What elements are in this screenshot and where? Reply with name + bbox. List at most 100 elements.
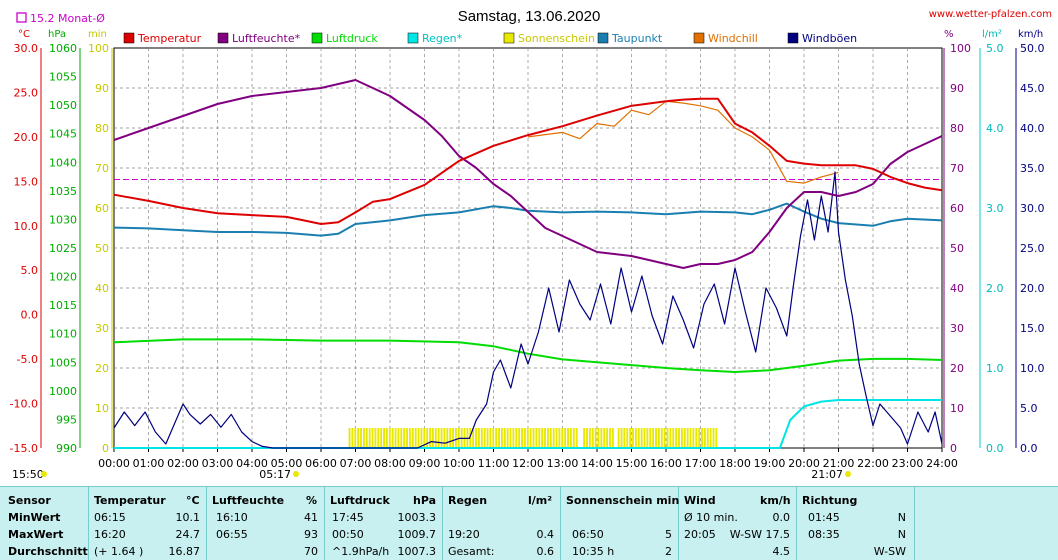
site-link[interactable]: www.wetter-pfalzen.com <box>929 9 1052 20</box>
hum-tick: 70 <box>950 162 964 175</box>
stats-cell-label: Durchschnitt <box>8 545 88 558</box>
stats-cell-sun-val: 5 <box>665 528 672 541</box>
stats-cell-press-time: ^1.9hPa/h <box>332 545 390 558</box>
sunshine-bar <box>669 428 672 448</box>
sunshine-bar <box>380 428 383 448</box>
press-tick: 1060 <box>49 42 77 55</box>
chart-title: Samstag, 13.06.2020 <box>458 8 601 25</box>
series-layer <box>113 79 943 449</box>
sunshine-bar <box>561 428 564 448</box>
stats-cell-wind-val: 4.5 <box>772 545 791 558</box>
sunshine-bar <box>549 428 552 448</box>
grid <box>114 48 942 448</box>
sunshine-bar <box>452 428 454 448</box>
stats-cell-temp-val: 10.1 <box>175 511 201 524</box>
sunshine-bar <box>498 428 500 448</box>
sunshine-bar <box>426 428 429 448</box>
x-tick-label: 20:00 <box>788 457 820 470</box>
x-tick-label: 07:00 <box>340 457 372 470</box>
x-tick-label: 02:00 <box>167 457 199 470</box>
sunshine-bar <box>411 428 414 448</box>
legend-label: Taupunkt <box>611 32 663 45</box>
sunshine-bar <box>506 428 509 448</box>
x-tick-label: 10:00 <box>443 457 475 470</box>
sunshine-bar <box>663 428 666 448</box>
sunshine-bar <box>546 428 549 448</box>
sunshine-bar <box>431 428 434 448</box>
temp-tick: 15.0 <box>14 175 39 188</box>
sunshine-bar <box>351 428 354 448</box>
stats-cell-hum-val: 41 <box>304 511 318 524</box>
stats-cell-label: MinWert <box>8 511 61 524</box>
stats-cell-wind-val: 0.0 <box>772 511 791 524</box>
stats-divider <box>324 487 325 560</box>
legend-swatch <box>311 32 323 44</box>
stats-cell-hum-val: 93 <box>304 528 318 541</box>
press-tick: 1035 <box>49 185 77 198</box>
temp-tick: 10.0 <box>14 220 39 233</box>
hum-tick: 40 <box>950 282 964 295</box>
sunshine-bar <box>469 428 472 448</box>
stats-divider <box>206 487 207 560</box>
sunshine-bar <box>394 428 397 448</box>
sunshine-bar <box>532 428 535 448</box>
legend-swatch <box>787 32 799 44</box>
series-line-taupunkt <box>113 202 943 237</box>
stats-cell-rain-val: 0.4 <box>536 528 555 541</box>
sunshine-bar <box>446 428 449 448</box>
unit-temp: °C <box>18 29 30 40</box>
series-line-luftfeuchte <box>113 79 943 269</box>
x-tick-label: 24:00 <box>926 457 958 470</box>
sunshine-bar <box>535 428 538 448</box>
x-tick-label: 04:00 <box>236 457 268 470</box>
unit-rain: l/m² <box>982 29 1002 40</box>
x-tick-label: 09:00 <box>409 457 441 470</box>
sunshine-bar <box>503 428 506 448</box>
sunshine-bar <box>509 428 512 448</box>
sunshine-bar <box>454 428 457 448</box>
sunshine-bar <box>575 428 578 448</box>
stats-cell-rain-time: Gesamt: <box>448 545 495 558</box>
sunshine-bar <box>480 428 483 448</box>
stats-cell-dir-time: 08:35 <box>808 528 840 541</box>
sunshine-bar <box>695 428 698 448</box>
stats-header-rain: Regen <box>448 494 488 507</box>
press-tick: 990 <box>56 442 77 455</box>
sunshine-bar <box>611 428 614 448</box>
weather-chart: Samstag, 13.06.2020 www.wetter-pfalzen.c… <box>10 8 1052 481</box>
sunshine-bar <box>703 428 706 448</box>
legend-swatch <box>123 32 135 44</box>
stats-divider <box>796 487 797 560</box>
stats-cell-wind-time: 20:05 <box>684 528 716 541</box>
sunshine-bar <box>706 428 709 448</box>
stats-cell-hum-time: 06:55 <box>216 528 248 541</box>
x-tick-label: 03:00 <box>202 457 234 470</box>
temp-tick: 25.0 <box>14 86 39 99</box>
x-tick-label: 19:00 <box>754 457 786 470</box>
temp-tick: -15.0 <box>10 442 38 455</box>
sunshine-bar <box>403 428 406 448</box>
hum-tick: 0 <box>950 442 957 455</box>
stats-cell-press-time: 00:50 <box>332 528 364 541</box>
sunshine-bar <box>523 428 526 448</box>
stats-cell-temp-val: 16.87 <box>168 545 201 558</box>
stats-header-temp: Temperatur <box>94 494 166 507</box>
sunshine-bar <box>600 428 603 448</box>
sunshine-bar <box>541 428 544 448</box>
stats-cell-sun-time: 10:35 h <box>572 545 615 558</box>
wind-tick: 30.0 <box>1020 202 1045 215</box>
sunshine-bar <box>391 428 394 448</box>
stats-cell-wind-time: Ø 10 min. <box>684 511 738 524</box>
sunshine-bar <box>591 428 594 448</box>
x-tick-label: 18:00 <box>719 457 751 470</box>
stats-cell-sun-val: 2 <box>665 545 672 558</box>
sunshine-bar <box>583 428 586 448</box>
sunshine-bar <box>371 428 374 448</box>
sunshine-bar <box>675 428 678 448</box>
press-tick: 1005 <box>49 356 77 369</box>
stats-cell-press-time: 17:45 <box>332 511 364 524</box>
wind-tick: 20.0 <box>1020 282 1045 295</box>
x-tick-label: 16:00 <box>650 457 682 470</box>
sunshine-bar <box>637 428 640 448</box>
sunshine-bar <box>529 428 532 448</box>
